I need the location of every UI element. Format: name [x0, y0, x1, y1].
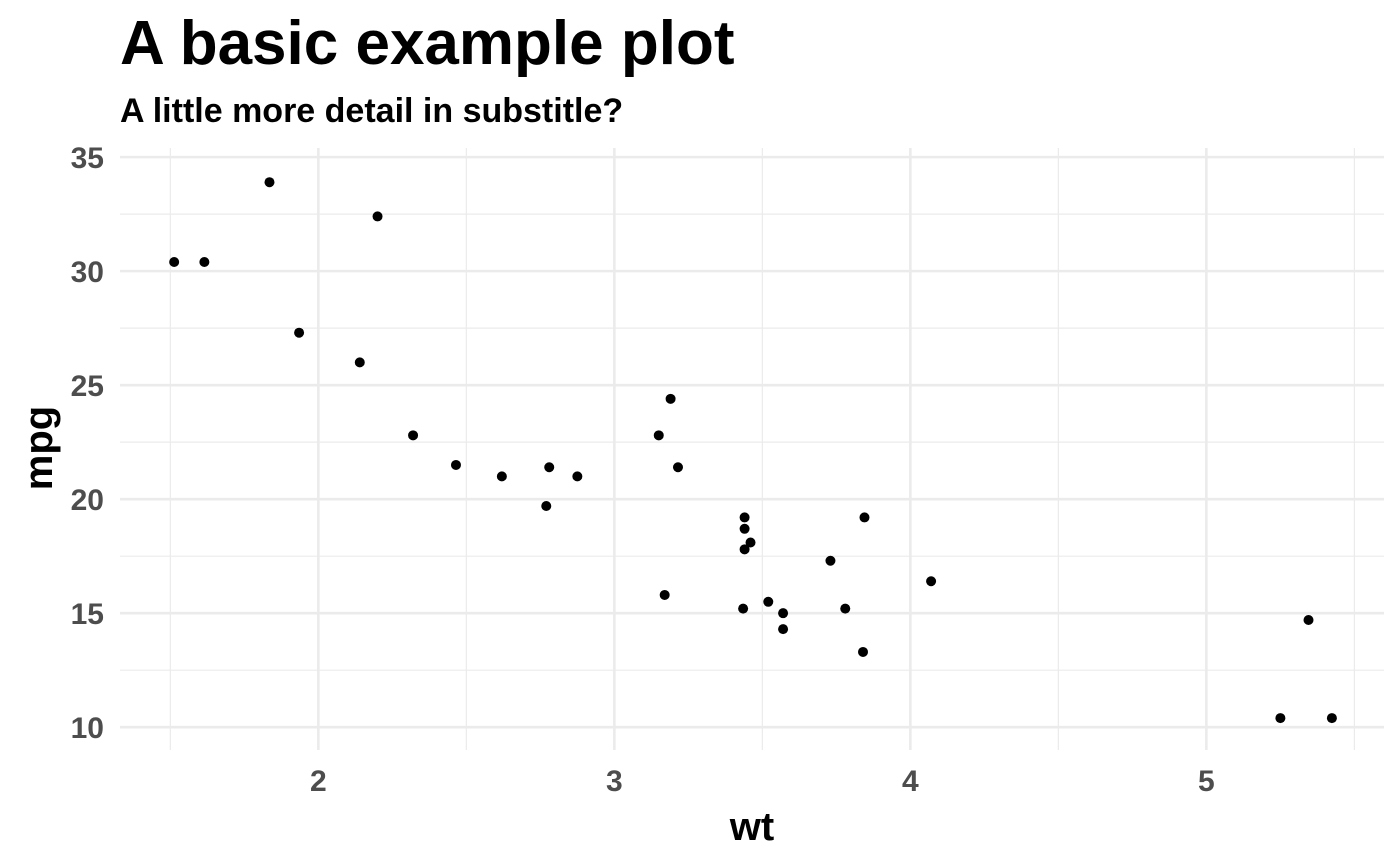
x-axis-title: wt [729, 805, 774, 849]
y-tick-label: 35 [71, 142, 104, 175]
data-point [1326, 713, 1337, 724]
x-axis-tick-labels: 2 3 4 5 [310, 765, 1215, 798]
data-points [169, 177, 1337, 724]
data-point [541, 501, 552, 512]
data-point [745, 537, 756, 548]
y-tick-label: 15 [71, 598, 104, 631]
data-point [372, 211, 383, 222]
y-tick-label: 30 [71, 256, 104, 289]
data-point [450, 459, 461, 470]
data-point [738, 603, 749, 614]
data-point [294, 327, 305, 338]
data-point [778, 624, 789, 635]
y-tick-label: 20 [71, 484, 104, 517]
y-axis-title: mpg [17, 406, 61, 490]
data-point [739, 523, 750, 534]
y-tick-label: 10 [71, 712, 104, 745]
data-point [544, 462, 555, 473]
data-point [659, 589, 670, 600]
major-gridlines [120, 148, 1384, 750]
minor-gridlines [120, 148, 1384, 750]
data-point [763, 596, 774, 607]
data-point [264, 177, 275, 188]
chart-subtitle: A little more detail in substitle? [120, 92, 623, 130]
data-point [672, 462, 683, 473]
data-point [858, 646, 869, 657]
data-point [739, 544, 750, 555]
data-point [1303, 615, 1314, 626]
data-point [1275, 713, 1286, 724]
data-point [778, 608, 789, 619]
data-point [408, 430, 419, 441]
data-point [926, 576, 937, 587]
data-point [739, 512, 750, 523]
data-point [496, 471, 507, 482]
data-point [665, 393, 676, 404]
data-point [825, 555, 836, 566]
x-tick-label: 4 [902, 765, 919, 798]
y-axis-tick-labels: 10 15 20 25 30 35 [71, 142, 104, 745]
data-point [354, 357, 365, 368]
data-point [859, 512, 870, 523]
data-point [199, 257, 210, 268]
data-point [653, 430, 664, 441]
data-point [840, 603, 851, 614]
x-tick-label: 5 [1198, 765, 1215, 798]
chart-title: A basic example plot [120, 9, 734, 78]
x-tick-label: 2 [310, 765, 327, 798]
data-point [169, 257, 180, 268]
y-tick-label: 25 [71, 370, 104, 403]
data-point [572, 471, 583, 482]
x-tick-label: 3 [606, 765, 623, 798]
